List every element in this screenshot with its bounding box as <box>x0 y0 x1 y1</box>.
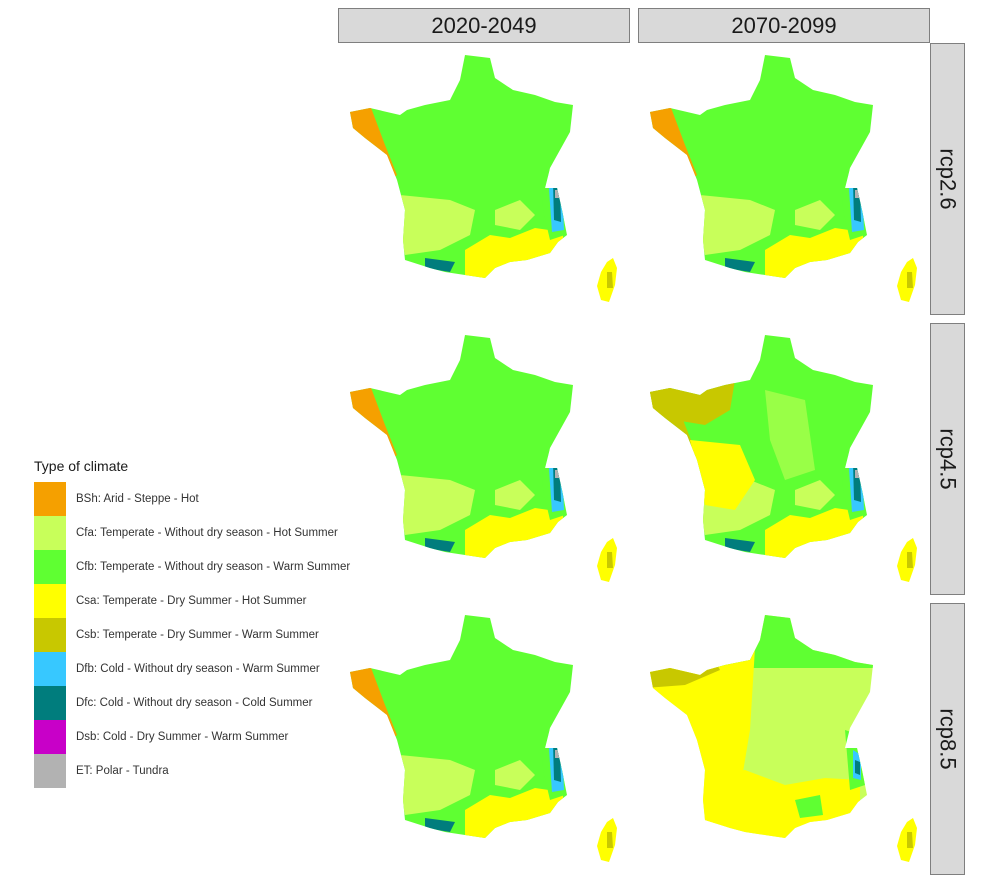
map-regions <box>350 615 573 838</box>
map-panel-rcp45-2070-2099 <box>645 330 935 590</box>
legend-item-csb: Csb: Temperate - Dry Summer - Warm Summe… <box>34 618 350 652</box>
legend-swatch <box>34 686 66 720</box>
legend-swatch <box>34 516 66 550</box>
column-strip-2020-2049: 2020-2049 <box>338 8 630 43</box>
region-rhone-cfa <box>795 480 835 510</box>
map-regions <box>350 335 573 558</box>
row-label: rcp4.5 <box>935 428 961 490</box>
region-alps-et <box>855 470 859 478</box>
legend-label: Dfb: Cold - Without dry season - Warm Su… <box>76 663 320 675</box>
legend-item-et: ET: Polar - Tundra <box>34 754 350 788</box>
map-regions <box>650 615 873 838</box>
legend-item-dfb: Dfb: Cold - Without dry season - Warm Su… <box>34 652 350 686</box>
region-alps-dfc <box>553 742 561 782</box>
column-strip-2070-2099: 2070-2099 <box>638 8 930 43</box>
map-panel-rcp26-2020-2049 <box>345 50 635 310</box>
region-center-cfa <box>765 390 815 480</box>
region-pyrenees-dfc <box>725 258 755 272</box>
map-corsica-csb <box>907 552 913 568</box>
region-alps-dfc <box>853 182 861 222</box>
legend-swatch <box>34 652 66 686</box>
legend-swatch <box>34 720 66 754</box>
region-rhone-cfa <box>495 760 535 790</box>
map-regions <box>650 335 873 558</box>
map-corsica-csb <box>907 272 913 288</box>
map-corsica-csb <box>607 832 613 848</box>
row-strip-rcp85: rcp8.5 <box>930 603 965 875</box>
map-corsica-csb <box>607 272 613 288</box>
legend: Type of climate BSh: Arid - Steppe - Hot… <box>34 458 350 788</box>
region-brittany-csb <box>650 380 735 425</box>
region-southwest-cfa <box>400 195 475 255</box>
legend-label: BSh: Arid - Steppe - Hot <box>76 493 199 505</box>
region-alps-dfc <box>853 462 861 502</box>
legend-label: Dfc: Cold - Without dry season - Cold Su… <box>76 697 313 709</box>
region-alps-et <box>855 190 859 198</box>
legend-swatch <box>34 584 66 618</box>
legend-swatch <box>34 482 66 516</box>
legend-item-cfb: Cfb: Temperate - Without dry season - Wa… <box>34 550 350 584</box>
legend-item-dsb: Dsb: Cold - Dry Summer - Warm Summer <box>34 720 350 754</box>
region-alps-dfc <box>553 462 561 502</box>
region-pyrenees-dfc <box>425 818 455 832</box>
row-strip-rcp45: rcp4.5 <box>930 323 965 595</box>
map-regions <box>350 55 573 278</box>
map-corsica-csb <box>607 552 613 568</box>
legend-label: Csb: Temperate - Dry Summer - Warm Summe… <box>76 629 319 641</box>
region-southwest-cfa <box>400 475 475 535</box>
region-alps-dfc <box>855 760 860 775</box>
legend-swatch <box>34 754 66 788</box>
legend-label: Dsb: Cold - Dry Summer - Warm Summer <box>76 731 289 743</box>
region-alps-et <box>555 190 559 198</box>
legend-label: ET: Polar - Tundra <box>76 765 169 777</box>
region-massif-cfb <box>795 795 823 818</box>
legend-item-csa: Csa: Temperate - Dry Summer - Hot Summer <box>34 584 350 618</box>
region-alps-et <box>555 750 559 758</box>
legend-swatch <box>34 618 66 652</box>
row-label: rcp8.5 <box>935 708 961 770</box>
column-label: 2020-2049 <box>431 12 537 38</box>
region-alps-dfc <box>553 182 561 222</box>
region-aquitaine-csa <box>690 440 755 510</box>
legend-item-bsh: BSh: Arid - Steppe - Hot <box>34 482 350 516</box>
region-pyrenees-dfc <box>425 258 455 272</box>
region-rhone-cfa <box>495 480 535 510</box>
legend-item-dfc: Dfc: Cold - Without dry season - Cold Su… <box>34 686 350 720</box>
map-panel-rcp26-2070-2099 <box>645 50 935 310</box>
region-southwest-cfa <box>700 195 775 255</box>
legend-items: BSh: Arid - Steppe - Hot Cfa: Temperate -… <box>34 482 350 788</box>
region-southwest-cfa <box>400 755 475 815</box>
map-panel-rcp45-2020-2049 <box>345 330 635 590</box>
region-north-cfb <box>650 615 873 668</box>
region-pyrenees-dfc <box>425 538 455 552</box>
column-label: 2070-2099 <box>731 12 837 38</box>
region-alps-et <box>555 470 559 478</box>
legend-title: Type of climate <box>34 458 129 474</box>
region-pyrenees-dfc <box>725 538 755 552</box>
row-strip-rcp26: rcp2.6 <box>930 43 965 315</box>
legend-label: Cfa: Temperate - Without dry season - Ho… <box>76 527 338 539</box>
region-rhone-cfa <box>495 200 535 230</box>
row-label: rcp2.6 <box>935 148 961 210</box>
map-regions <box>650 55 873 278</box>
map-corsica-csb <box>907 832 913 848</box>
map-panel-rcp85-2070-2099 <box>645 610 935 870</box>
map-panel-rcp85-2020-2049 <box>345 610 635 870</box>
region-rhone-cfa <box>795 200 835 230</box>
legend-swatch <box>34 550 66 584</box>
legend-label: Csa: Temperate - Dry Summer - Hot Summer <box>76 595 307 607</box>
legend-label: Cfb: Temperate - Without dry season - Wa… <box>76 561 351 573</box>
legend-item-cfa: Cfa: Temperate - Without dry season - Ho… <box>34 516 350 550</box>
